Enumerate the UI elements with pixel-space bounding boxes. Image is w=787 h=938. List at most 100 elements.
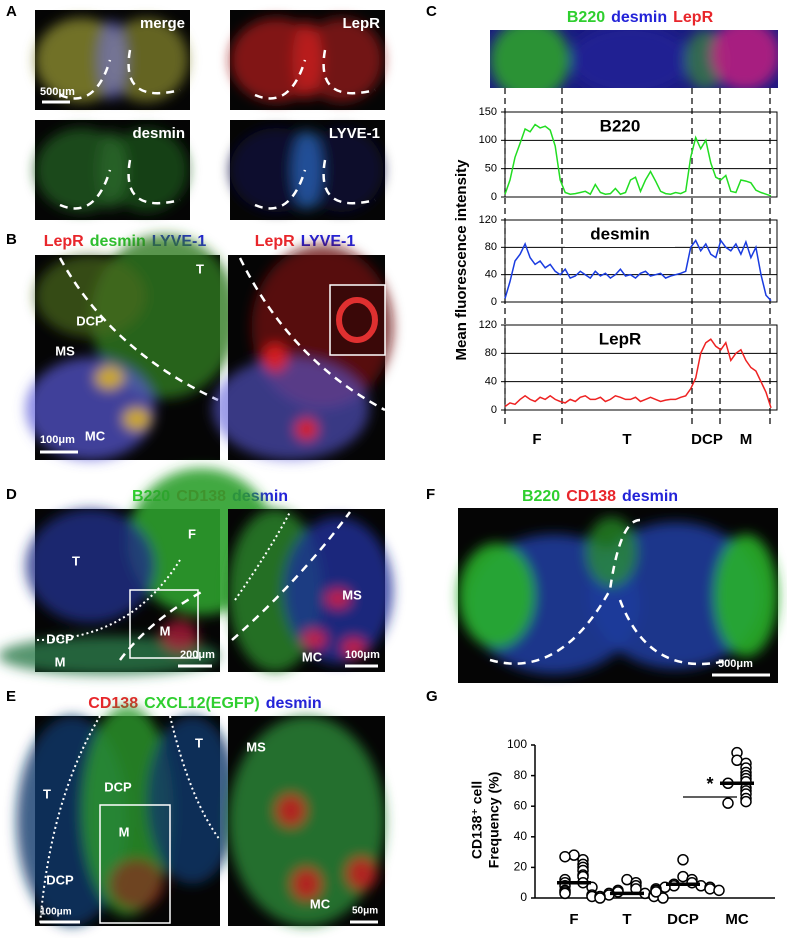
region-label: T bbox=[43, 786, 51, 801]
panel-letter: C bbox=[426, 3, 437, 20]
overlay bbox=[618, 599, 731, 666]
tissue bbox=[292, 20, 323, 100]
panel-letter: B bbox=[6, 231, 17, 248]
image-content bbox=[0, 468, 276, 676]
data-point bbox=[594, 892, 606, 904]
micrograph bbox=[16, 705, 239, 926]
image-content bbox=[228, 716, 385, 926]
image-content bbox=[458, 516, 778, 675]
region-label: M bbox=[55, 654, 66, 669]
y-tick-label: 80 bbox=[485, 347, 497, 359]
tissue bbox=[35, 255, 146, 337]
y-axis-label: CD138⁺ cell bbox=[469, 781, 485, 859]
region-label: DCP bbox=[691, 431, 723, 448]
image-content bbox=[35, 18, 189, 102]
image-label: merge bbox=[140, 15, 185, 32]
tissue bbox=[121, 406, 152, 432]
y-tick-label: 0 bbox=[491, 191, 497, 203]
significance-mark: * bbox=[706, 774, 713, 794]
image-content bbox=[490, 30, 778, 88]
micrograph bbox=[35, 10, 190, 110]
tissue bbox=[262, 343, 288, 372]
chart-title: LepR bbox=[599, 329, 642, 348]
y-tick-label: 0 bbox=[491, 404, 497, 416]
region-label: F bbox=[188, 526, 196, 541]
tissue bbox=[146, 716, 239, 884]
chart-title: desmin bbox=[590, 224, 650, 243]
tissue bbox=[25, 357, 156, 460]
panel-letter: G bbox=[426, 688, 438, 705]
overlay bbox=[322, 159, 376, 205]
profile-line bbox=[504, 238, 772, 302]
overlay bbox=[254, 169, 307, 210]
y-tick-label: 100 bbox=[507, 737, 527, 751]
micrograph bbox=[212, 244, 393, 460]
overlay bbox=[489, 518, 641, 665]
stain-name: LepR bbox=[44, 233, 84, 250]
overlay bbox=[322, 49, 376, 95]
region-label: T bbox=[622, 431, 631, 448]
image-label: LepR bbox=[343, 15, 381, 32]
title-bg bbox=[565, 115, 675, 139]
image-content bbox=[35, 128, 189, 212]
y-tick-label: 40 bbox=[514, 829, 528, 843]
image-content bbox=[25, 234, 239, 460]
data-point bbox=[722, 797, 734, 809]
tissue bbox=[292, 130, 323, 210]
overlay bbox=[129, 589, 199, 659]
stain-name: CXCL12(EGFP) bbox=[144, 695, 260, 712]
stain-name: desmin bbox=[266, 695, 322, 712]
y-tick-label: 80 bbox=[514, 768, 528, 782]
micrograph bbox=[0, 468, 276, 676]
y-tick-label: 120 bbox=[479, 214, 497, 226]
x-tick-label: T bbox=[622, 911, 631, 928]
data-point bbox=[559, 850, 571, 863]
tissue bbox=[160, 619, 198, 653]
stain-name: B220 bbox=[567, 9, 605, 26]
image-content bbox=[230, 128, 384, 212]
overlay bbox=[231, 511, 352, 641]
micrograph bbox=[228, 716, 385, 926]
y-axis-label: Mean fluorescence intensity bbox=[453, 159, 470, 361]
region-label: MC bbox=[310, 896, 331, 911]
stain-header: B220 CD138 desmin bbox=[522, 488, 678, 505]
overlay bbox=[99, 804, 171, 924]
y-tick-label: 100 bbox=[479, 134, 497, 146]
panel-letter: F bbox=[426, 486, 435, 503]
y-axis-label: Frequency (%) bbox=[486, 772, 502, 868]
region-label: MS bbox=[55, 343, 75, 358]
region-label: DCP bbox=[46, 872, 74, 887]
stain-name: desmin bbox=[611, 9, 667, 26]
y-tick-label: 150 bbox=[479, 106, 497, 118]
micrograph bbox=[25, 234, 239, 460]
region-label: T bbox=[72, 553, 80, 568]
stain-name: LepR bbox=[255, 233, 295, 250]
overlay bbox=[234, 511, 291, 601]
profile-line bbox=[504, 338, 772, 409]
tissue bbox=[25, 509, 156, 624]
micrograph bbox=[458, 508, 778, 683]
tissue bbox=[570, 30, 690, 88]
region-label: F bbox=[532, 431, 541, 448]
overlay bbox=[238, 257, 386, 412]
y-tick-label: 20 bbox=[514, 860, 528, 874]
image-content bbox=[16, 705, 239, 926]
stain-name: B220 bbox=[522, 488, 560, 505]
tissue bbox=[301, 629, 327, 650]
y-tick-label: 120 bbox=[479, 319, 497, 331]
scale-bar-label: 100μm bbox=[40, 907, 72, 918]
stain-header: B220 desmin LepR bbox=[567, 9, 714, 26]
scale-bar-label: 100μm bbox=[40, 434, 75, 446]
chart-title: B220 bbox=[600, 116, 641, 135]
tissue bbox=[212, 357, 370, 460]
data-point bbox=[559, 887, 571, 900]
overlay bbox=[254, 59, 307, 100]
region-label: MC bbox=[85, 428, 106, 443]
data-point bbox=[650, 886, 662, 898]
overlay bbox=[336, 297, 378, 343]
region-label: T bbox=[195, 735, 203, 750]
x-tick-label: F bbox=[569, 911, 578, 928]
profile-image bbox=[490, 30, 778, 88]
region-label: M bbox=[740, 431, 753, 448]
y-tick-label: 50 bbox=[485, 163, 497, 175]
